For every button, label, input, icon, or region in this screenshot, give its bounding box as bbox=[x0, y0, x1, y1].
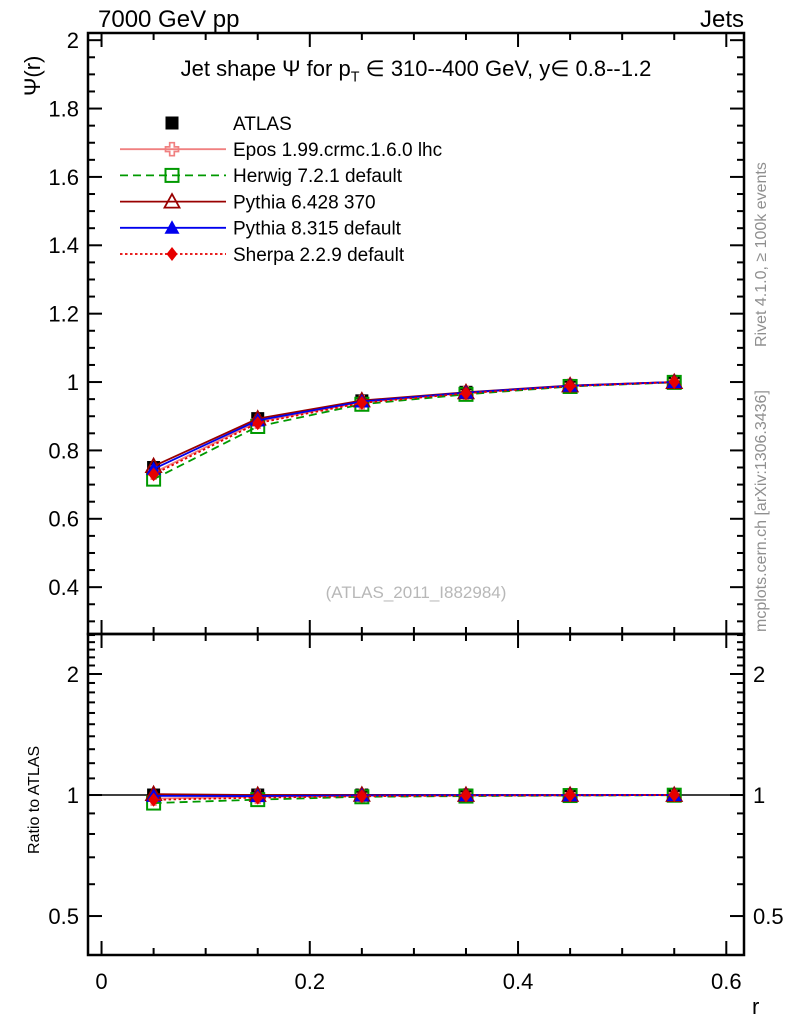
legend-label: Pythia 8.315 default bbox=[233, 219, 402, 240]
ratio-y-axis-ticks: 0.5 0.5 1 1 2 2 bbox=[48, 634, 784, 956]
series-sherpa-2-2-9-default-marker-ratio bbox=[356, 789, 368, 804]
legend-marker bbox=[164, 141, 180, 157]
ratio-y-tick-label-right: 1 bbox=[753, 783, 765, 808]
x-axis-ticks: 0 0.2 0.4 0.6 bbox=[95, 33, 742, 994]
process-label: Jets bbox=[699, 6, 744, 33]
series-sherpa-2-2-9-default-marker-main bbox=[460, 386, 472, 401]
series-sherpa-2-2-9-default-marker-main bbox=[356, 395, 368, 410]
series-sherpa-2-2-9-default-marker-main bbox=[564, 379, 576, 394]
series-sherpa-2-2-9-default bbox=[148, 375, 680, 807]
legend-entry: Epos 1.99.crmc.1.6.0 lhc bbox=[120, 140, 442, 161]
main-y-tick-label: 2 bbox=[67, 28, 79, 53]
main-y-tick-label: 1 bbox=[67, 370, 79, 395]
main-y-tick-label: 1.8 bbox=[48, 96, 79, 121]
ratio-y-tick-label-right: 0.5 bbox=[753, 904, 784, 929]
legend-entry: Pythia 8.315 default bbox=[120, 219, 402, 240]
legend: ATLAS Epos 1.99.crmc.1.6.0 lhc Herwig 7.2.… bbox=[120, 114, 442, 266]
legend-label: Sherpa 2.2.9 default bbox=[233, 245, 405, 266]
x-tick-label: 0 bbox=[95, 969, 107, 994]
x-tick-label: 0.2 bbox=[294, 969, 325, 994]
legend-label: Epos 1.99.crmc.1.6.0 lhc bbox=[233, 140, 442, 161]
legend-entry: Sherpa 2.2.9 default bbox=[120, 245, 405, 266]
series-sherpa-2-2-9-default-marker-main bbox=[668, 375, 680, 390]
series-sherpa-2-2-9-default-line-main bbox=[153, 381, 675, 476]
series-sherpa-2-2-9-default-marker-ratio bbox=[460, 788, 472, 803]
series-epos-1-99-crmc-1-6-0-lhc bbox=[146, 374, 682, 806]
legend-entry: Herwig 7.2.1 default bbox=[120, 166, 403, 187]
ratio-y-tick-label-left: 0.5 bbox=[48, 904, 79, 929]
series-sherpa-2-2-9-default-marker-main bbox=[252, 416, 264, 431]
series-sherpa-2-2-9-default-marker-ratio bbox=[564, 788, 576, 803]
main-y-tick-label: 1.2 bbox=[48, 302, 79, 327]
series-herwig-7-2-1-default bbox=[146, 374, 682, 811]
legend-entry: ATLAS bbox=[165, 114, 292, 135]
ratio-y-tick-label-left: 2 bbox=[67, 662, 79, 687]
series-sherpa-2-2-9-default-marker-ratio bbox=[668, 788, 680, 803]
main-y-tick-label: 0.4 bbox=[48, 575, 79, 600]
main-y-tick-label: 0.8 bbox=[48, 438, 79, 463]
main-y-axis-ticks: 0.4 0.6 0.8 1 1.2 1.4 1.6 1.8 2 bbox=[48, 28, 744, 623]
beam-energy-label: 7000 GeV pp bbox=[98, 6, 240, 33]
ratio-y-tick-label-left: 1 bbox=[67, 783, 79, 808]
legend-marker bbox=[166, 247, 178, 261]
x-tick-label: 0.6 bbox=[711, 969, 742, 994]
legend-marker bbox=[165, 116, 179, 130]
plot-title-subscript: T bbox=[350, 69, 360, 86]
x-axis-title: r bbox=[752, 994, 760, 1019]
main-panel-frame bbox=[86, 31, 746, 636]
series-pythia-6-428-370-line-main bbox=[153, 381, 675, 467]
main-y-tick-label: 0.6 bbox=[48, 507, 79, 532]
series-atlas bbox=[147, 375, 681, 802]
panel-frames bbox=[86, 31, 746, 957]
plot-title: Jet shape Ψ for pT ∈ 310--400 GeV, y∈ 0.… bbox=[88, 56, 744, 85]
legend-entry: Pythia 6.428 370 bbox=[120, 192, 376, 213]
series-sherpa-2-2-9-default-marker-ratio bbox=[252, 790, 264, 805]
series-sherpa-2-2-9-default-marker-ratio bbox=[148, 792, 160, 807]
legend-marker bbox=[162, 192, 182, 209]
ratio-y-tick-label-right: 2 bbox=[753, 662, 765, 687]
plot-title-suffix: ∈ 310--400 GeV, y∈ 0.8--1.2 bbox=[359, 56, 652, 81]
series-pythia-8-315-default-line-main bbox=[153, 381, 675, 470]
main-y-tick-label: 1.4 bbox=[48, 233, 79, 258]
legend-marker bbox=[164, 220, 180, 234]
legend-marker bbox=[164, 167, 180, 183]
x-tick-label: 0.4 bbox=[503, 969, 534, 994]
series-sherpa-2-2-9-default-line-ratio bbox=[153, 794, 675, 801]
legend-label: ATLAS bbox=[233, 114, 292, 135]
legend-label: Herwig 7.2.1 default bbox=[233, 166, 403, 187]
legend-label: Pythia 6.428 370 bbox=[233, 192, 376, 213]
series-sherpa-2-2-9-default-marker-main bbox=[148, 467, 160, 482]
main-y-tick-label: 1.6 bbox=[48, 165, 79, 190]
analysis-id-watermark: (ATLAS_2011_I882984) bbox=[325, 583, 507, 602]
plot-title-prefix: Jet shape Ψ for p bbox=[180, 56, 351, 81]
